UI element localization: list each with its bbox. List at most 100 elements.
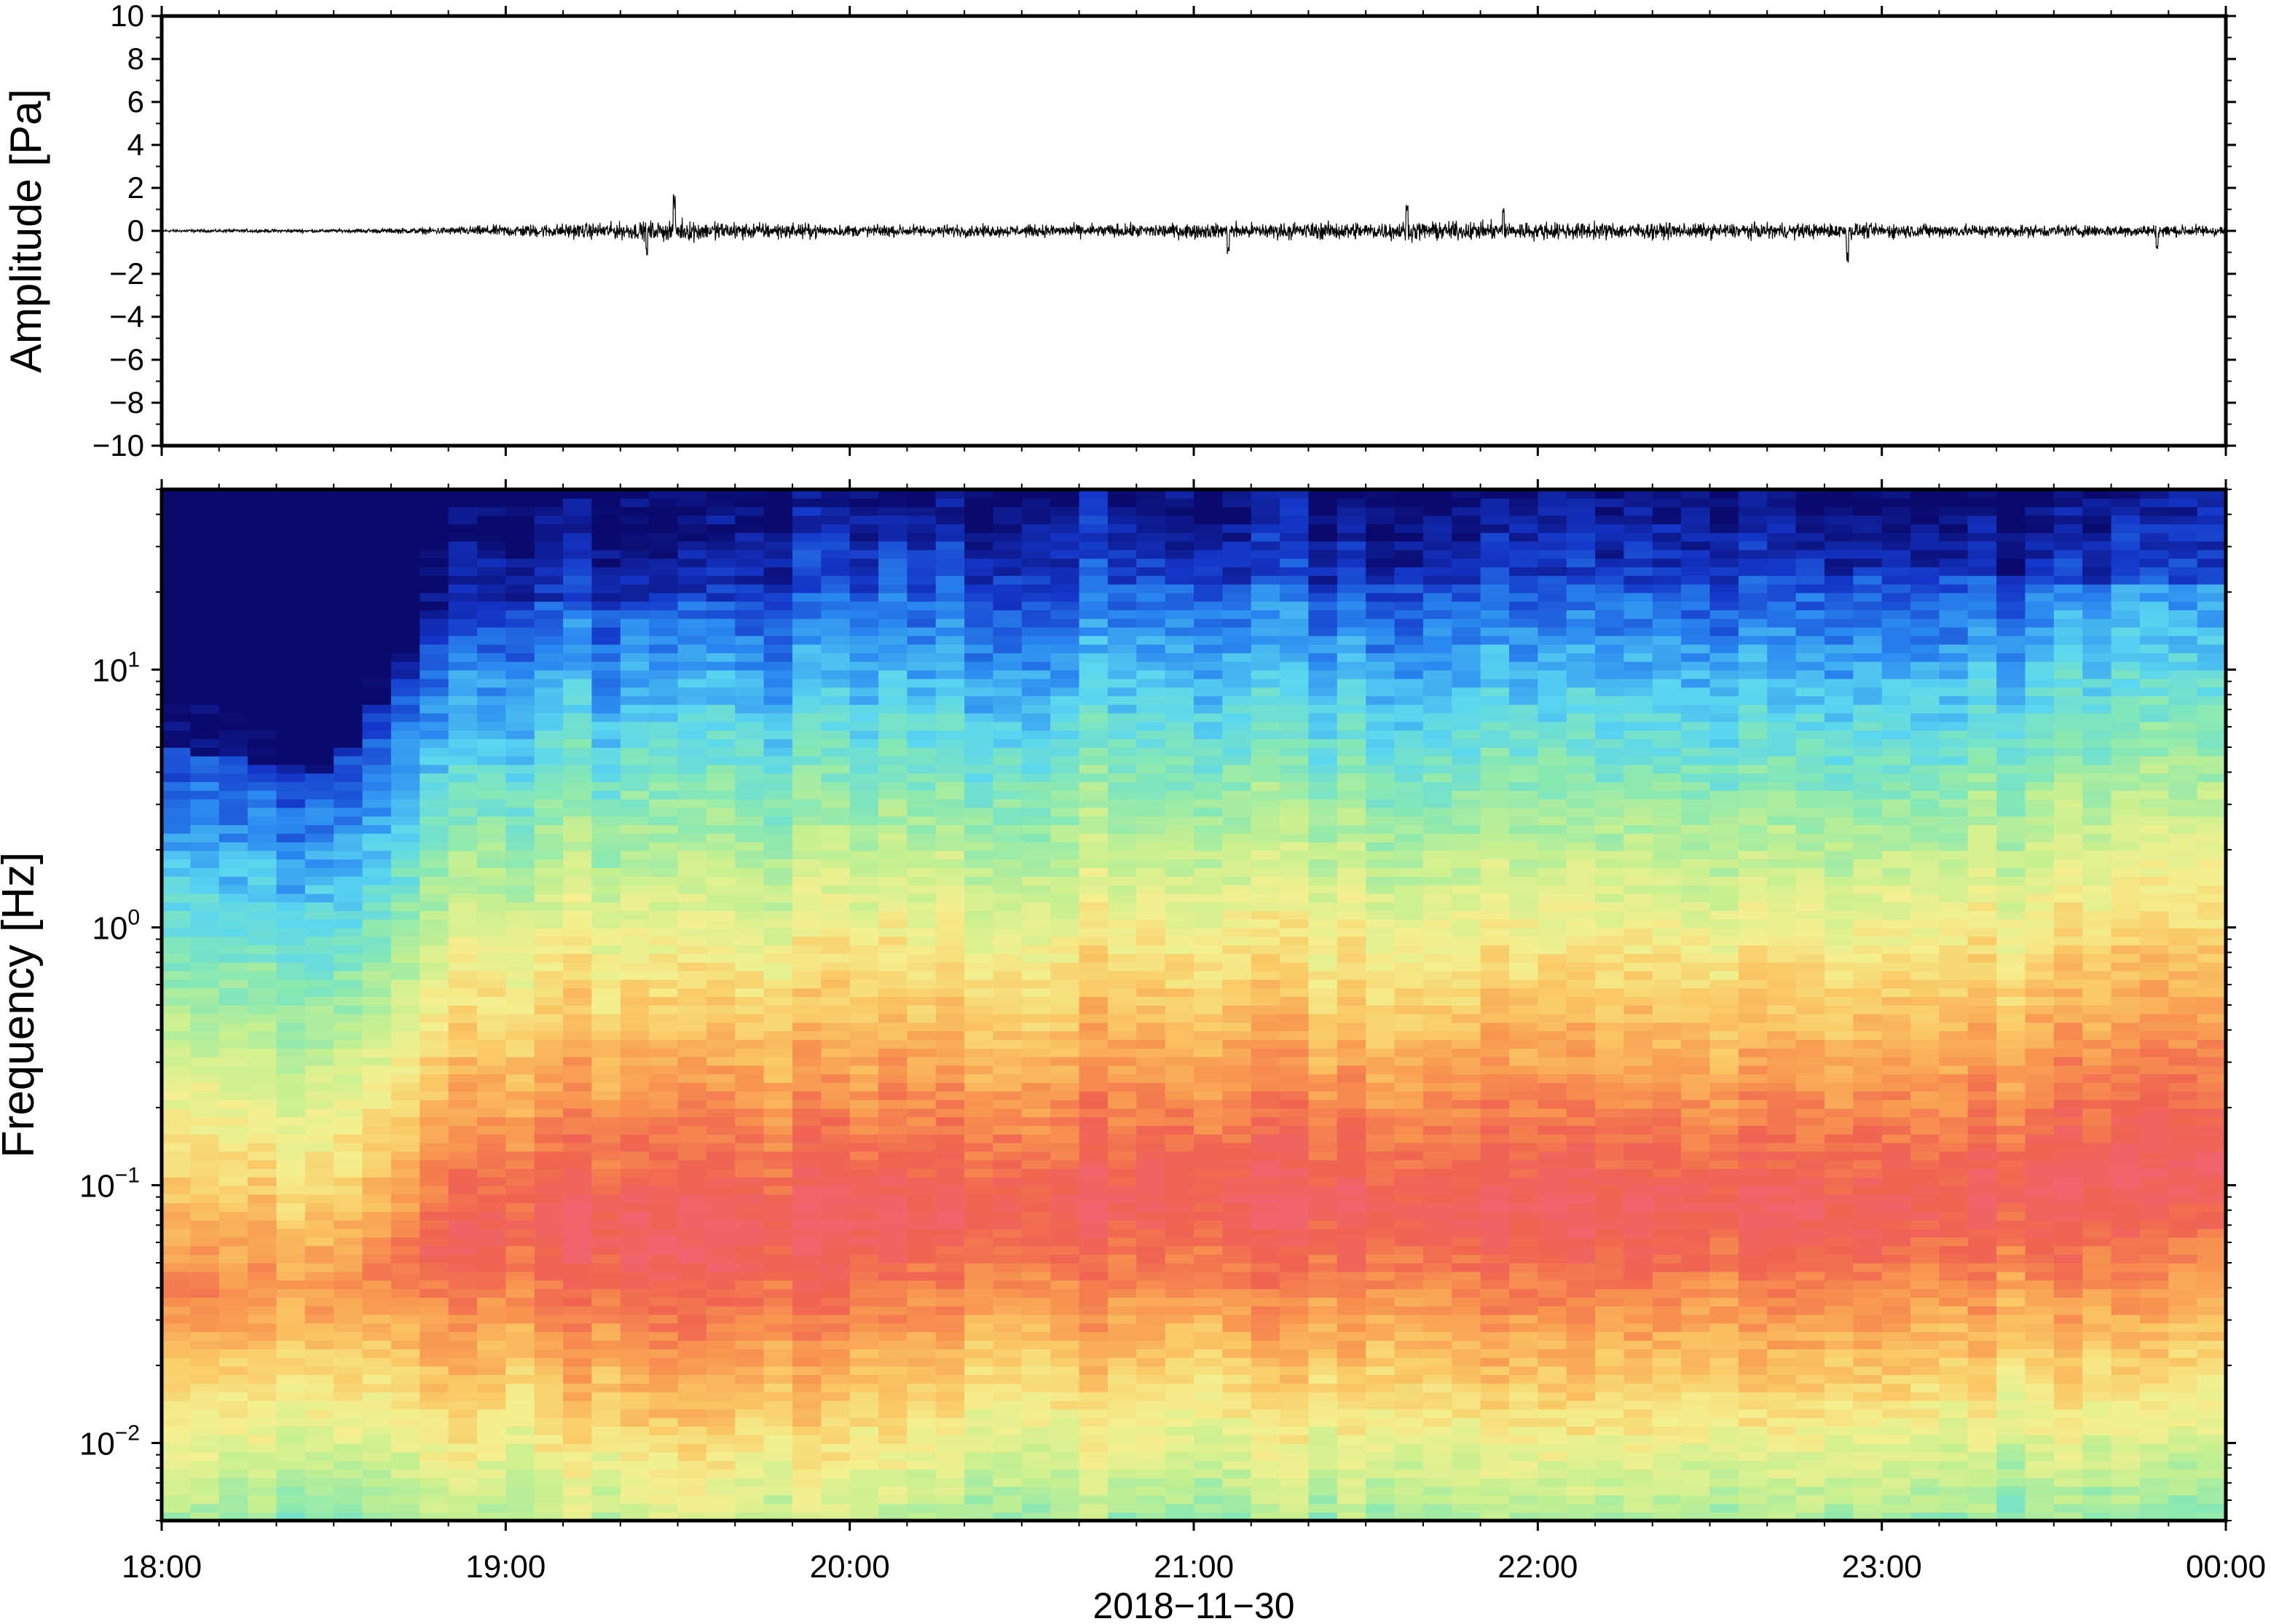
spectrogram-cell: [304, 1417, 334, 1427]
spectrogram-cell: [1021, 1263, 1051, 1272]
spectrogram-cell: [706, 635, 736, 645]
spectrogram-cell: [591, 1314, 621, 1324]
spectrogram-cell: [706, 1408, 736, 1419]
spectrogram-cell: [964, 1314, 994, 1324]
spectrogram-cell: [248, 712, 278, 722]
spectrogram-cell: [849, 988, 879, 997]
spectrogram-cell: [591, 653, 621, 662]
spectrogram-cell: [907, 919, 937, 929]
spectrogram-cell: [878, 1288, 908, 1298]
spectrogram-cell: [1021, 755, 1051, 765]
spectrogram-cell: [993, 1435, 1023, 1444]
spectrogram-cell: [1251, 1039, 1280, 1049]
spectrogram-cell: [1021, 1194, 1051, 1204]
spectrogram-cell: [792, 1099, 822, 1109]
spectrogram-cell: [1079, 540, 1109, 551]
spectrogram-cell: [563, 1469, 593, 1478]
spectrogram-cell: [390, 1349, 421, 1358]
spectrogram-cell: [1165, 979, 1194, 989]
spectrogram-cell: [1165, 669, 1194, 679]
spectrogram-cell: [390, 884, 421, 894]
spectrogram-cell: [1165, 1357, 1194, 1367]
spectrogram-cell: [448, 515, 478, 524]
spectrogram-cell: [878, 1460, 908, 1470]
spectrogram-cell: [448, 1065, 478, 1075]
spectrogram-cell: [964, 549, 994, 559]
spectrogram-cell: [591, 1134, 621, 1143]
spectrogram-cell: [1165, 1435, 1194, 1444]
spectrogram-cell: [649, 1486, 679, 1496]
spectrogram-cell: [248, 1365, 278, 1376]
spectrogram-cell: [563, 1426, 593, 1435]
spectrogram-cell: [420, 1159, 449, 1169]
spectrogram-cell: [1079, 927, 1109, 937]
spectrogram-cell: [935, 953, 965, 963]
spectrogram-cell: [1136, 515, 1166, 524]
spectrogram-cell: [849, 738, 879, 748]
spectrogram-cell: [1021, 497, 1051, 508]
spectrogram-cell: [649, 1211, 679, 1221]
spectrogram-cell: [420, 755, 449, 765]
spectrogram-cell: [334, 618, 363, 628]
spectrogram-cell: [849, 1151, 879, 1161]
spectrogram-cell: [1308, 1030, 1338, 1040]
spectrogram-cell: [1194, 1039, 1224, 1049]
spectrogram-cell: [1222, 1073, 1252, 1083]
spectrogram-cell: [390, 610, 421, 619]
spectrogram-cell: [1050, 661, 1080, 671]
spectrogram-cell: [878, 497, 908, 508]
spectrogram-cell: [591, 902, 621, 911]
spectrogram-cell: [1021, 1400, 1051, 1410]
spectrogram-cell: [534, 515, 564, 524]
spectrogram-cell: [420, 1435, 449, 1444]
spectrogram-cell: [505, 1159, 535, 1169]
spectrogram-cell: [1050, 1185, 1080, 1195]
spectrogram-cell: [849, 910, 879, 920]
spectrogram-cell: [935, 644, 965, 653]
spectrogram-cell: [677, 1297, 707, 1306]
spectrogram-cell: [1107, 1503, 1138, 1513]
spectrogram-cell: [448, 1349, 478, 1358]
spectrogram-cell: [505, 747, 535, 757]
spectrogram-cell: [1194, 1099, 1224, 1109]
spectrogram-cell: [821, 489, 851, 499]
spectrogram-cell: [649, 1357, 679, 1367]
spectrogram-cell: [677, 1039, 707, 1049]
spectrogram-cell: [1107, 1073, 1138, 1083]
spectrogram-cell: [248, 575, 278, 585]
spectrogram-cell: [505, 867, 535, 877]
spectrogram-cell: [534, 575, 564, 585]
spectrogram-cell: [591, 1297, 621, 1306]
spectrogram-cell: [821, 1297, 851, 1306]
spectrogram-cell: [1021, 910, 1051, 920]
spectrogram-cell: [219, 764, 248, 774]
spectrogram-cell: [390, 824, 421, 834]
spectrogram-cell: [276, 704, 306, 714]
spectrogram-cell: [935, 816, 965, 825]
spectrogram-cell: [1107, 618, 1138, 628]
spectrogram-cell: [276, 807, 306, 817]
spectrogram-cell: [706, 1073, 736, 1083]
spectrogram-cell: [1136, 644, 1166, 653]
spectrogram-cell: [362, 807, 392, 817]
spectrogram-cell: [476, 833, 507, 843]
spectrogram-cell: [505, 1168, 535, 1178]
spectrogram-cell: [190, 721, 220, 731]
spectrogram-cell: [907, 1022, 937, 1032]
spectrogram-cell: [190, 1194, 220, 1204]
spectrogram-cell: [1079, 610, 1109, 619]
spectrogram-cell: [1280, 558, 1310, 567]
spectrogram-cell: [792, 635, 822, 645]
spectrogram-cell: [1107, 1460, 1138, 1470]
spectrogram-cell: [1165, 549, 1194, 559]
spectrogram-cell: [964, 601, 994, 610]
spectrogram-cell: [677, 996, 707, 1006]
spectrogram-cell: [821, 1013, 851, 1023]
spectrogram-cell: [1079, 721, 1109, 731]
spectrogram-cell: [935, 1365, 965, 1376]
spectrogram-cell: [677, 1194, 707, 1204]
spectrogram-cell: [219, 1460, 248, 1470]
spectrogram-cell: [649, 1306, 679, 1315]
spectrogram-cell: [162, 1263, 192, 1272]
spectrogram-cell: [706, 1288, 736, 1298]
